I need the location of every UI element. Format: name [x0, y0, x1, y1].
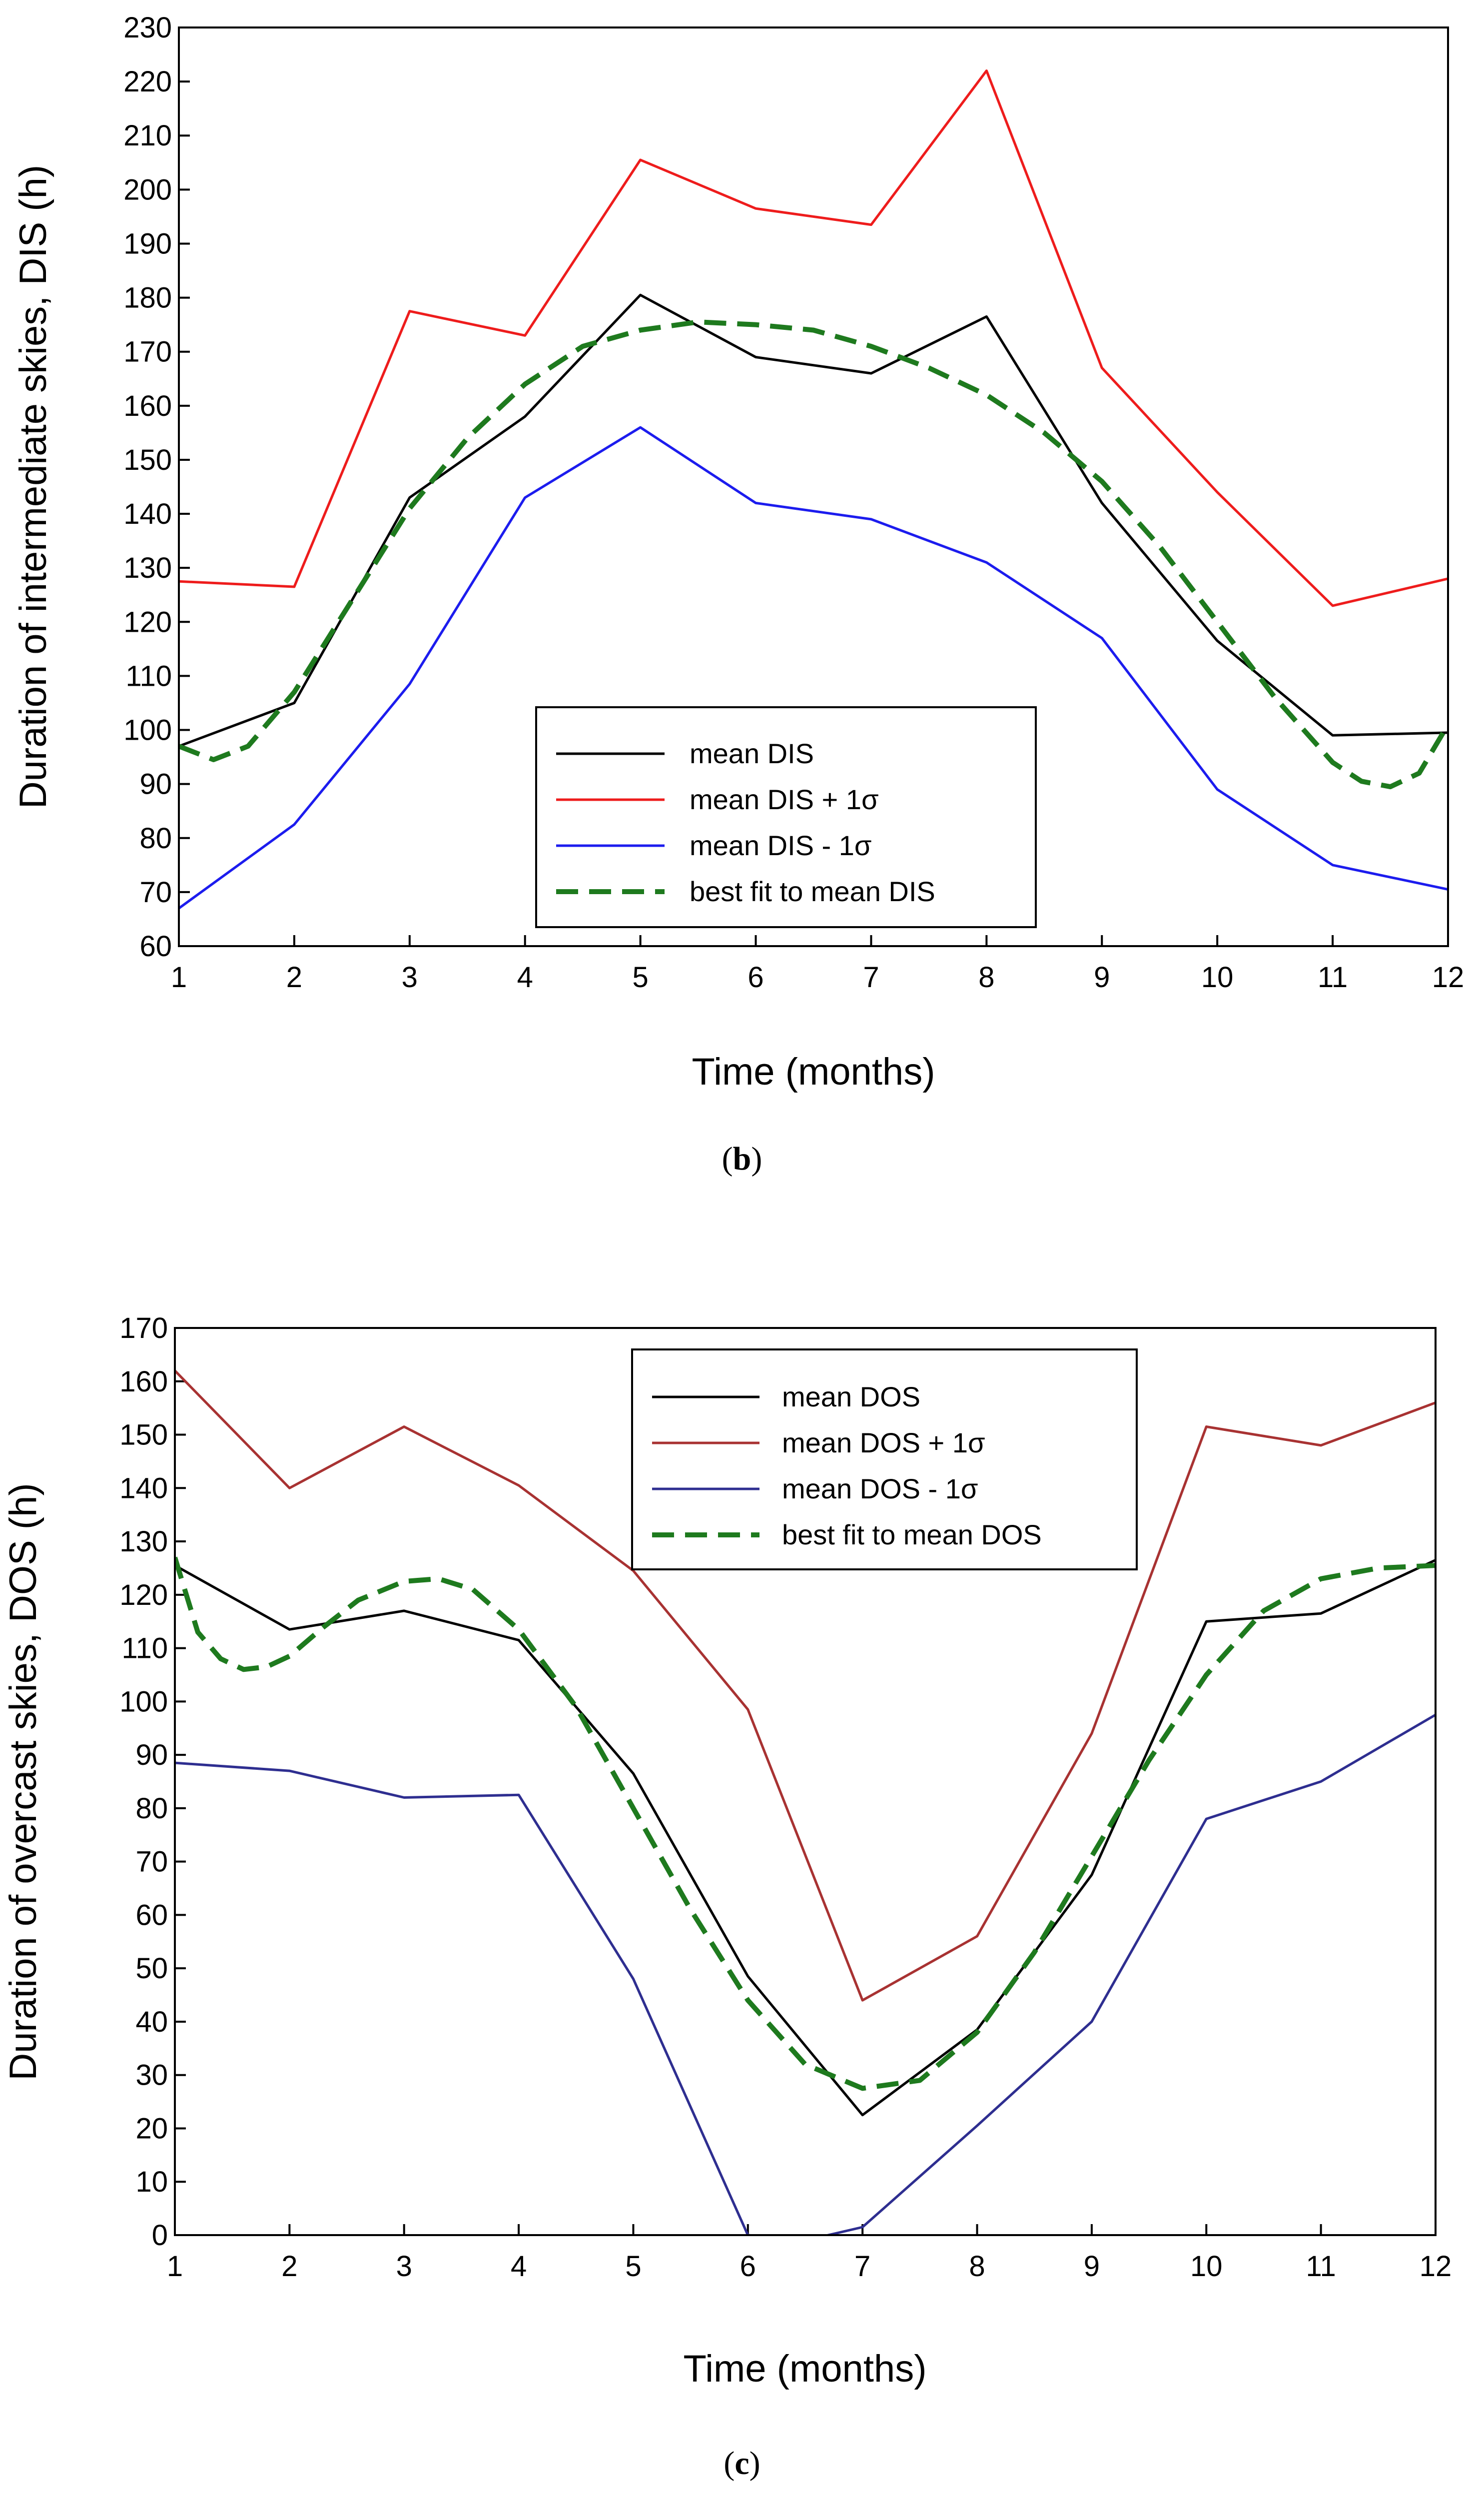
legend-label-mean-dos-plus: mean DOS + 1σ — [782, 1427, 985, 1458]
ytick-label: 70 — [139, 876, 172, 909]
legend-label-mean-dis: mean DIS — [690, 738, 814, 769]
ytick-label: 50 — [135, 1952, 168, 1985]
xtick-label: 4 — [511, 2250, 527, 2283]
chart-b-series — [179, 69, 1448, 910]
xtick-label: 2 — [286, 961, 302, 994]
ytick-label: 180 — [123, 282, 172, 314]
series-line-best-fit-to-mean-dis — [179, 319, 1448, 790]
xtick-label: 2 — [281, 2250, 297, 2283]
chart-b-plot-frame — [178, 26, 1449, 947]
ytick-label: 190 — [123, 227, 172, 260]
ytick-label: 0 — [152, 2219, 168, 2252]
chart-b-ticks: 6070809010011012013014015016017018019020… — [123, 11, 1464, 994]
ytick-label: 120 — [123, 606, 172, 638]
series-line-mean-dis-1 — [179, 69, 1448, 607]
ytick-label: 220 — [123, 65, 172, 98]
ytick-label: 60 — [139, 930, 172, 963]
ytick-label: 150 — [123, 444, 172, 476]
xtick-label: 9 — [1094, 961, 1110, 994]
chart-c-caption: (c) — [724, 2445, 760, 2482]
ytick-label: 90 — [135, 1739, 168, 1771]
ytick-label: 80 — [135, 1792, 168, 1825]
series-line-mean-dos-1 — [175, 1369, 1436, 2002]
legend-label-mean-dis-plus: mean DIS + 1σ — [690, 784, 879, 815]
xtick-label: 5 — [633, 961, 649, 994]
series-line-best-fit-to-mean-dos — [175, 1556, 1436, 2091]
ytick-label: 130 — [119, 1525, 168, 1558]
chart-c-ylabel: Duration of overcast skies, DOS (h) — [2, 1483, 44, 2080]
legend-label-best-fit-dis: best fit to mean DIS — [690, 876, 935, 907]
chart-c-xlabel: Time (months) — [683, 2348, 926, 2390]
ytick-label: 200 — [123, 173, 172, 206]
chart-c: 0102030405060708090100110120130140150160… — [2, 1312, 1452, 2482]
chart-b: 6070809010011012013014015016017018019020… — [12, 11, 1464, 1177]
ytick-label: 100 — [119, 1685, 168, 1718]
ytick-label: 130 — [123, 552, 172, 584]
chart-c-legend: mean DOS mean DOS + 1σ mean DOS - 1σ bes… — [631, 1348, 1138, 1570]
ytick-label: 10 — [135, 2166, 168, 2198]
ytick-label: 140 — [119, 1472, 168, 1504]
xtick-label: 1 — [171, 961, 187, 994]
legend-label-mean-dos: mean DOS — [782, 1381, 920, 1412]
ytick-label: 100 — [123, 714, 172, 747]
ytick-label: 60 — [135, 1899, 168, 1931]
legend-label-mean-dos-minus: mean DOS - 1σ — [782, 1473, 978, 1504]
chart-b-caption: (b) — [722, 1141, 762, 1177]
xtick-label: 11 — [1318, 961, 1348, 994]
chart-b-caption-letter: b — [733, 1141, 751, 1177]
chart-c-series — [175, 1369, 1436, 2235]
chart-c-legend-box — [631, 1348, 1138, 1570]
ytick-label: 140 — [123, 498, 172, 530]
xtick-label: 8 — [978, 961, 994, 994]
ytick-label: 30 — [135, 2059, 168, 2092]
ytick-label: 110 — [122, 1632, 168, 1665]
ytick-label: 230 — [123, 11, 172, 44]
series-line-mean-dis-1 — [179, 426, 1448, 910]
xtick-label: 8 — [969, 2250, 985, 2283]
ytick-label: 160 — [123, 390, 172, 422]
series-line-mean-dos — [175, 1559, 1436, 2117]
ytick-label: 210 — [123, 119, 172, 152]
ytick-label: 20 — [135, 2112, 168, 2145]
ytick-label: 90 — [139, 768, 172, 801]
xtick-label: 6 — [747, 961, 763, 994]
series-line-mean-dis — [179, 293, 1448, 748]
xtick-label: 10 — [1201, 961, 1234, 994]
ytick-label: 40 — [135, 2006, 168, 2038]
ytick-label: 120 — [119, 1579, 168, 1611]
legend-label-mean-dis-minus: mean DIS - 1σ — [690, 830, 871, 861]
chart-c-caption-letter: c — [735, 2445, 749, 2482]
xtick-label: 12 — [1420, 2250, 1452, 2283]
xtick-label: 6 — [740, 2250, 756, 2283]
chart-b-ylabel: Duration of intermediate skies, DIS (h) — [12, 165, 54, 809]
xtick-label: 3 — [396, 2250, 412, 2283]
ytick-label: 150 — [119, 1419, 168, 1451]
xtick-label: 7 — [863, 961, 879, 994]
chart-b-xlabel: Time (months) — [692, 1051, 935, 1093]
chart-b-legend-box — [535, 706, 1037, 928]
ytick-label: 70 — [135, 1846, 168, 1878]
ytick-label: 110 — [126, 660, 172, 692]
xtick-label: 1 — [167, 2250, 183, 2283]
chart-b-legend: mean DIS mean DIS + 1σ mean DIS - 1σ bes… — [535, 706, 1037, 928]
xtick-label: 10 — [1190, 2250, 1223, 2283]
chart-c-ticks: 0102030405060708090100110120130140150160… — [119, 1312, 1452, 2283]
ytick-label: 170 — [119, 1312, 168, 1344]
xtick-label: 4 — [517, 961, 533, 994]
xtick-label: 11 — [1306, 2250, 1336, 2283]
xtick-label: 7 — [854, 2250, 870, 2283]
chart-c-plot-frame — [174, 1327, 1437, 2236]
series-line-mean-dos-1 — [175, 1713, 1436, 2235]
ytick-label: 170 — [123, 336, 172, 368]
xtick-label: 5 — [625, 2250, 641, 2283]
xtick-label: 9 — [1084, 2250, 1100, 2283]
legend-label-best-fit-dos: best fit to mean DOS — [782, 1519, 1042, 1550]
xtick-label: 3 — [402, 961, 418, 994]
ytick-label: 160 — [119, 1365, 168, 1398]
ytick-label: 80 — [139, 822, 172, 855]
xtick-label: 12 — [1432, 961, 1465, 994]
